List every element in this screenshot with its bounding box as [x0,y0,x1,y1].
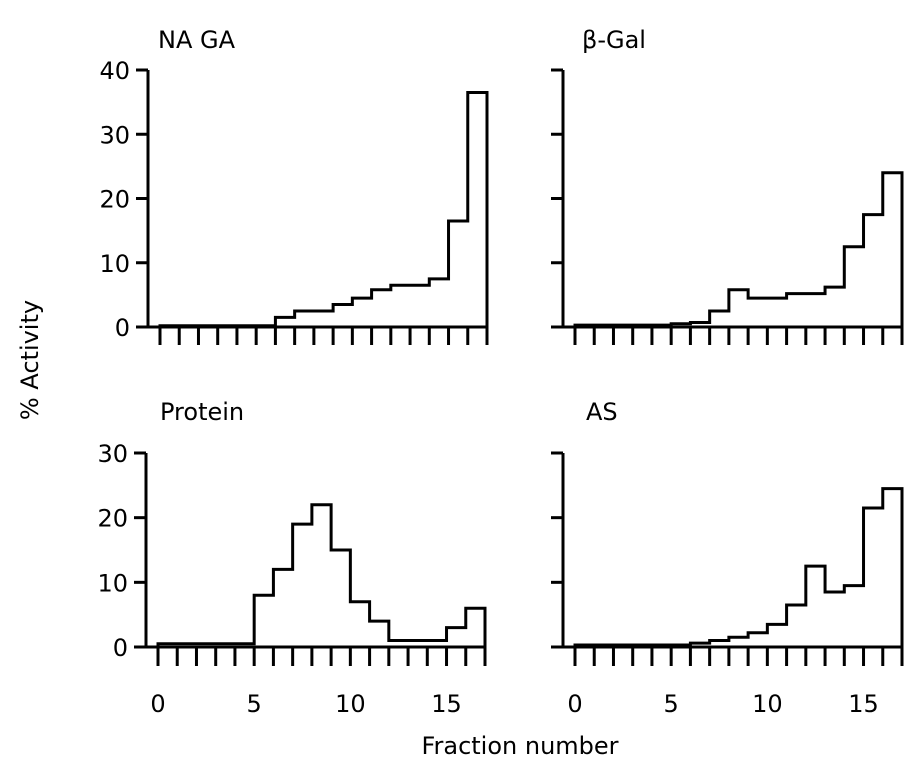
histogram-bar [370,621,389,647]
panel-4: AS 0 5 10 15 [551,398,904,718]
histogram-bar [410,285,429,327]
histogram-outline [573,171,904,329]
histogram-bar [352,298,371,327]
histogram-bar [825,592,844,647]
histogram-outline [156,503,487,649]
x-tick-label: 5 [247,690,262,718]
histogram-bar [844,586,863,647]
histogram-bar [333,305,352,327]
histogram-bar [729,290,748,327]
panel-title: AS [586,398,618,426]
histogram-bar [466,608,485,647]
histogram-bar [350,602,369,647]
histogram-outline [573,487,904,649]
histogram-bar [391,285,410,327]
histogram-bar [767,624,786,647]
histogram-bar [710,311,729,327]
histogram-bar [254,595,273,647]
y-tick-label: 40 [99,57,130,85]
histogram-bar [825,287,844,327]
histogram-bar [748,298,767,327]
histogram-bar [314,311,333,327]
histogram-bar [748,633,767,647]
histogram-bar [787,605,806,647]
histogram-outline [158,90,489,329]
x-tick-label: 15 [848,690,879,718]
x-tick-label: 10 [752,690,783,718]
x-axis-title: Fraction number [421,732,618,760]
y-tick-label: 10 [99,250,130,278]
panel-1: NA GA 0 10 20 30 40 [99,26,489,345]
x-tick-label: 5 [664,690,679,718]
y-axis-title: % Activity [16,300,44,420]
histogram-bar [293,524,312,647]
histogram-bar [447,628,466,647]
panel-title: β-Gal [582,26,646,54]
histogram-bar [844,247,863,327]
x-tick-label: 15 [431,690,462,718]
panel-3: Protein 0 10 20 30 0 5 10 15 [97,398,487,718]
histogram-bar [295,311,314,327]
y-tick-label: 0 [113,634,128,662]
y-tick-label: 10 [97,569,128,597]
histogram-bar [787,294,806,327]
y-tick-label: 20 [97,505,128,533]
y-tick-label: 30 [99,121,130,149]
x-tick-label: 0 [150,690,165,718]
histogram-bar [312,505,331,647]
x-tick-label: 10 [335,690,366,718]
panel-title: NA GA [158,26,236,54]
histogram-bar [273,569,292,647]
histogram-bar [806,294,825,327]
panel-title: Protein [160,398,244,426]
histogram-bar [806,566,825,647]
histogram-bar [864,215,883,327]
y-tick-label: 0 [115,314,130,342]
y-tick-label: 30 [97,440,128,468]
histogram-bar [864,508,883,647]
histogram-bar [449,221,468,327]
y-tick-label: 20 [99,186,130,214]
histogram-bar [468,92,487,327]
x-tick-label: 0 [567,690,582,718]
histogram-bar [331,550,350,647]
histogram-bar [372,290,391,327]
histogram-bar [429,279,448,327]
panel-2: β-Gal [551,26,904,345]
histogram-bar [883,489,902,647]
histogram-bar [883,173,902,327]
histogram-bar [767,298,786,327]
